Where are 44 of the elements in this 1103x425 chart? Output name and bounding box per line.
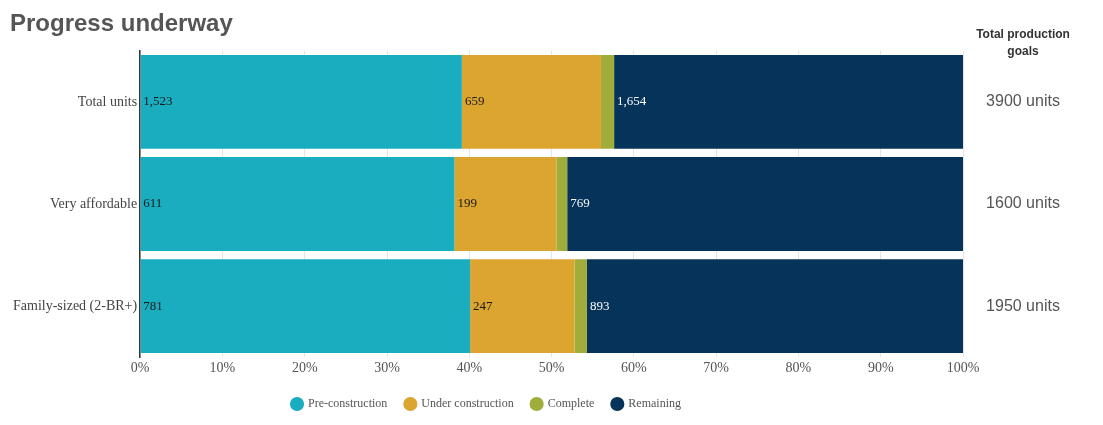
- x-tick-label: 50%: [538, 360, 565, 376]
- bar: [140, 54, 462, 149]
- bar: [461, 54, 601, 149]
- annotation: 611: [143, 195, 163, 211]
- text: Total production goals: [976, 27, 1070, 59]
- chart-title: Progress underway: [10, 9, 234, 37]
- legend-label: Remaining: [628, 396, 681, 411]
- x-tick-label: 80%: [785, 360, 812, 376]
- annotation: 659: [464, 93, 485, 109]
- bar: [567, 157, 963, 251]
- bar: [140, 259, 471, 354]
- text: 3900 units: [986, 92, 1060, 110]
- x-tick-label: 20%: [291, 360, 318, 376]
- legend-label: Under construction: [421, 396, 514, 411]
- x-tick-label: 10%: [209, 360, 236, 376]
- text: 1600 units: [986, 194, 1060, 212]
- bar: [586, 259, 963, 354]
- annotation: 199: [457, 195, 477, 211]
- bar: [140, 157, 455, 251]
- y-tick-label: Very affordable: [49, 195, 138, 211]
- x-tick-label: 90%: [867, 360, 894, 376]
- x-tick-label: 100%: [946, 360, 980, 376]
- y-tick-label: Family-sized (2-BR+): [13, 297, 138, 314]
- bar: [614, 54, 963, 149]
- bar: [556, 157, 568, 251]
- bar: [454, 157, 557, 251]
- annotation: 247: [473, 297, 494, 313]
- x-tick-label: 40%: [456, 360, 483, 376]
- bar: [574, 259, 587, 354]
- annotation: 893: [589, 297, 610, 313]
- annotation: 781: [143, 297, 163, 313]
- x-tick-label: 60%: [621, 360, 648, 376]
- annotation: 1,654: [617, 93, 647, 109]
- annotation: 1,523: [143, 93, 173, 109]
- bar: [470, 259, 575, 354]
- legend-label: Complete: [547, 396, 595, 411]
- x-tick-label: 0%: [130, 360, 150, 376]
- y-tick-label: Total units: [77, 93, 138, 109]
- bar: [600, 54, 615, 149]
- annotation: 769: [570, 195, 590, 211]
- x-tick-label: 70%: [703, 360, 730, 376]
- legend-label: Pre-construction: [308, 396, 388, 411]
- x-tick-label: 30%: [374, 360, 401, 376]
- text: 1950 units: [986, 296, 1060, 314]
